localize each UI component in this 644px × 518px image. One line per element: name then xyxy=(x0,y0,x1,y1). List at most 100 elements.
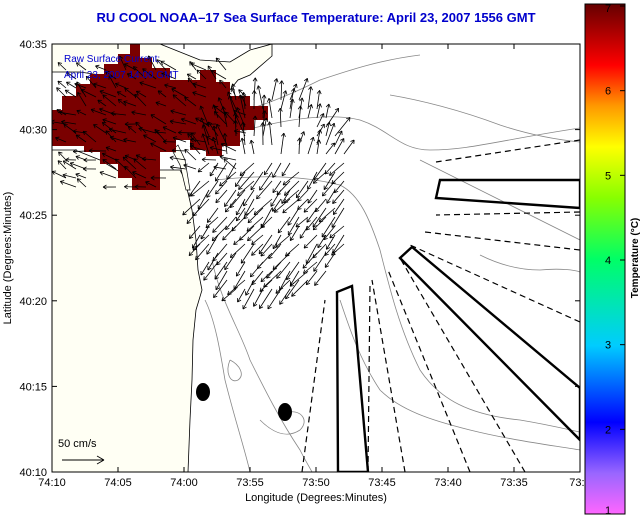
current-vector xyxy=(277,216,291,234)
x-tick-label: 73:35 xyxy=(500,477,528,489)
y-tick-label: 40:25 xyxy=(19,210,47,222)
current-annotation-line2: April 23, 2007 14:00 GMT xyxy=(64,70,179,81)
current-vector xyxy=(83,157,97,163)
current-vector xyxy=(219,79,227,89)
current-vector xyxy=(313,252,327,272)
current-vector xyxy=(138,126,157,134)
current-vector xyxy=(139,81,157,89)
current-vector xyxy=(325,122,336,146)
current-vector xyxy=(303,261,318,274)
current-vector xyxy=(252,288,264,307)
current-vector xyxy=(189,142,201,155)
current-vector xyxy=(171,88,187,98)
current-vector xyxy=(58,151,67,161)
current-vector xyxy=(209,145,227,152)
current-vector xyxy=(161,72,177,80)
current-vector xyxy=(88,148,107,154)
current-vector xyxy=(325,103,331,119)
current-vector xyxy=(303,234,318,249)
current-vector xyxy=(212,104,219,119)
current-vector xyxy=(284,180,300,196)
current-vector xyxy=(233,120,238,137)
current-vector xyxy=(215,162,228,182)
current-vector xyxy=(172,94,187,107)
current-vector xyxy=(57,62,67,71)
current-vector xyxy=(326,189,336,204)
zone-outline-a xyxy=(335,284,370,472)
current-vector xyxy=(251,270,264,286)
current-vector xyxy=(256,85,264,110)
current-vector xyxy=(229,243,246,258)
current-vector xyxy=(126,73,137,80)
current-vector xyxy=(262,117,269,137)
current-vector xyxy=(93,124,107,134)
current-vector xyxy=(142,68,157,80)
current-vector xyxy=(116,91,127,98)
current-vector xyxy=(285,243,300,257)
current-vector xyxy=(231,216,246,232)
current-vector xyxy=(114,82,127,89)
current-vector xyxy=(134,184,147,190)
current-vector xyxy=(298,78,309,101)
current-vector xyxy=(253,198,273,216)
current-vector xyxy=(150,175,167,181)
current-vector xyxy=(222,133,228,155)
current-vector xyxy=(260,122,266,146)
current-vector xyxy=(141,156,157,162)
current-vector xyxy=(312,216,327,231)
current-vector xyxy=(134,93,147,107)
current-vector xyxy=(285,279,300,300)
colorbar-tick-label: 6 xyxy=(605,86,611,98)
current-vector xyxy=(124,87,137,98)
current-vector xyxy=(65,157,77,163)
current-vector xyxy=(162,126,177,134)
current-vector xyxy=(250,171,264,191)
x-tick-label: 74:00 xyxy=(170,477,198,489)
current-vector xyxy=(267,98,273,119)
current-vector xyxy=(184,96,197,107)
current-vector xyxy=(258,234,273,255)
current-vector xyxy=(221,106,228,128)
current-vector xyxy=(282,171,300,186)
current-vector xyxy=(97,99,107,107)
current-vector xyxy=(124,121,137,127)
current-vector xyxy=(329,162,345,176)
current-vector xyxy=(182,198,201,216)
current-vector xyxy=(157,90,167,98)
current-vector xyxy=(240,121,246,146)
current-vector xyxy=(197,162,210,173)
current-vector xyxy=(201,133,210,155)
current-vector xyxy=(203,261,219,281)
current-vector xyxy=(154,129,167,143)
current-vector xyxy=(241,92,247,110)
current-vector xyxy=(82,130,97,143)
current-vector xyxy=(108,127,127,134)
current-vector xyxy=(275,279,291,294)
current-vector xyxy=(343,139,355,155)
zone-outline-b xyxy=(398,245,580,442)
current-vector xyxy=(82,166,97,172)
x-axis-label: Longitude (Degrees:Minutes) xyxy=(245,492,387,504)
current-vector xyxy=(127,125,137,134)
colorbar-tick-label: 3 xyxy=(605,340,611,352)
x-tick-label: 73:45 xyxy=(368,477,396,489)
current-vector xyxy=(200,225,210,240)
current-vector xyxy=(195,243,210,261)
current-vector xyxy=(297,198,309,210)
current-vector xyxy=(211,136,219,155)
current-vector xyxy=(239,162,255,176)
sst-data-patch xyxy=(52,44,268,190)
surface-current-vectors xyxy=(52,55,355,310)
current-vector xyxy=(318,207,336,223)
current-vector xyxy=(334,138,345,155)
y-tick-label: 40:35 xyxy=(19,39,47,51)
current-vector xyxy=(332,198,345,215)
current-vector xyxy=(221,288,237,302)
current-vector xyxy=(123,100,137,107)
current-vector xyxy=(273,198,291,213)
current-vector xyxy=(312,171,327,184)
current-vector xyxy=(75,62,87,71)
current-vector xyxy=(237,180,255,197)
current-vector xyxy=(219,171,237,187)
